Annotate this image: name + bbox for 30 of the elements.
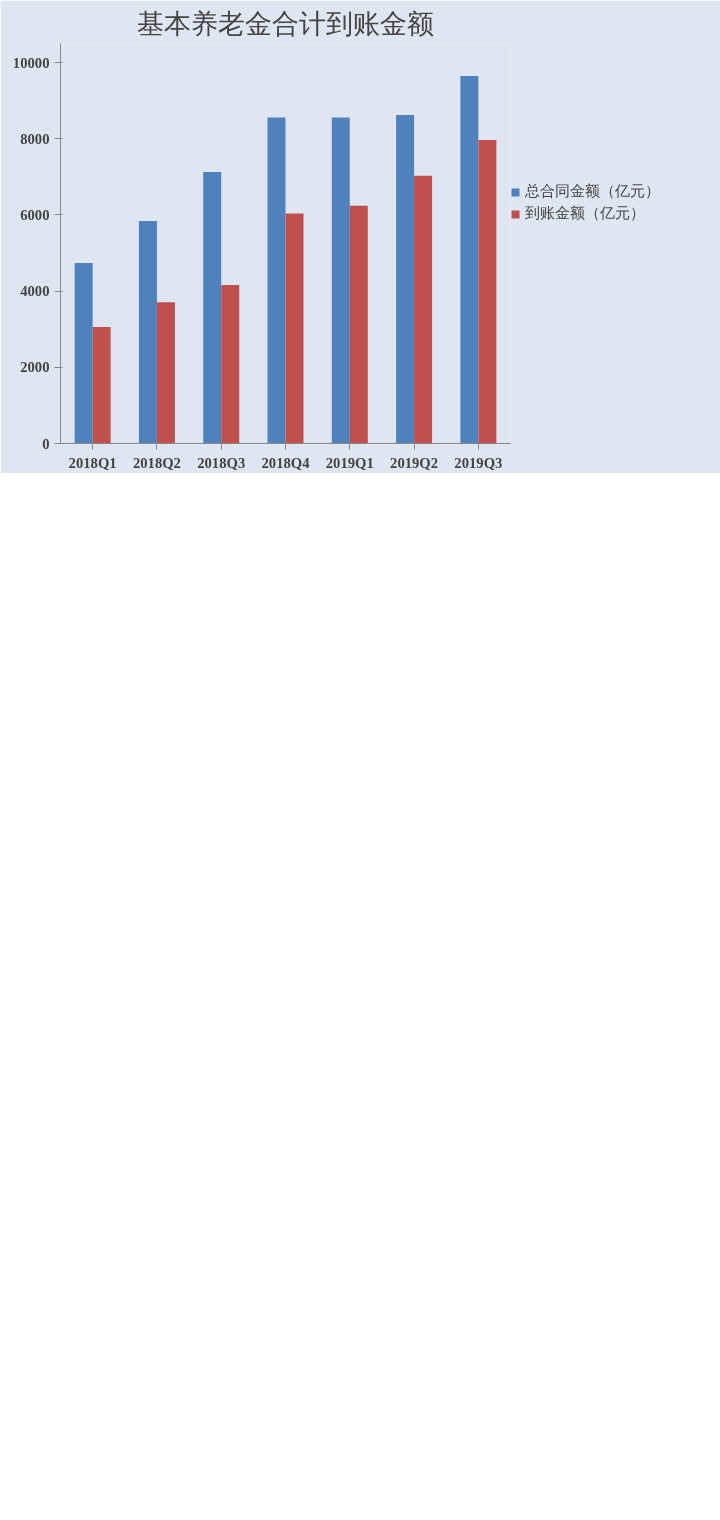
- x-tick-label: 2018Q4: [261, 454, 311, 471]
- bar: [460, 75, 479, 444]
- bar: [414, 175, 433, 444]
- legend-label: 总合同金额（亿元）: [525, 182, 660, 201]
- x-tick-label: 2018Q3: [197, 454, 246, 471]
- x-tick-label: 2019Q1: [325, 454, 374, 471]
- bar: [156, 302, 175, 444]
- x-tick-label: 2019Q3: [454, 454, 503, 471]
- bar: [396, 115, 415, 444]
- bar: [285, 213, 304, 444]
- bar: [478, 139, 497, 444]
- bar: [203, 171, 222, 444]
- y-tick-label: 0: [42, 435, 50, 452]
- bar: [267, 117, 286, 444]
- x-tick-label: 2018Q2: [132, 454, 181, 471]
- bar: [221, 285, 240, 444]
- y-tick-label: 2000: [20, 359, 50, 376]
- chart-title: 基本养老金合计到账金额: [137, 7, 434, 39]
- x-tick-label: 2019Q2: [390, 454, 439, 471]
- y-tick-label: 8000: [20, 130, 50, 147]
- bar: [74, 262, 93, 444]
- legend-label: 到账金额（亿元）: [525, 204, 645, 223]
- bar: [331, 117, 350, 444]
- y-tick-label: 4000: [20, 283, 50, 300]
- bar: [349, 205, 368, 444]
- y-tick-label: 10000: [12, 54, 50, 71]
- bar: [138, 221, 157, 444]
- x-tick-label: 2018Q1: [68, 454, 117, 471]
- y-tick-label: 6000: [20, 206, 50, 223]
- bar: [92, 326, 111, 444]
